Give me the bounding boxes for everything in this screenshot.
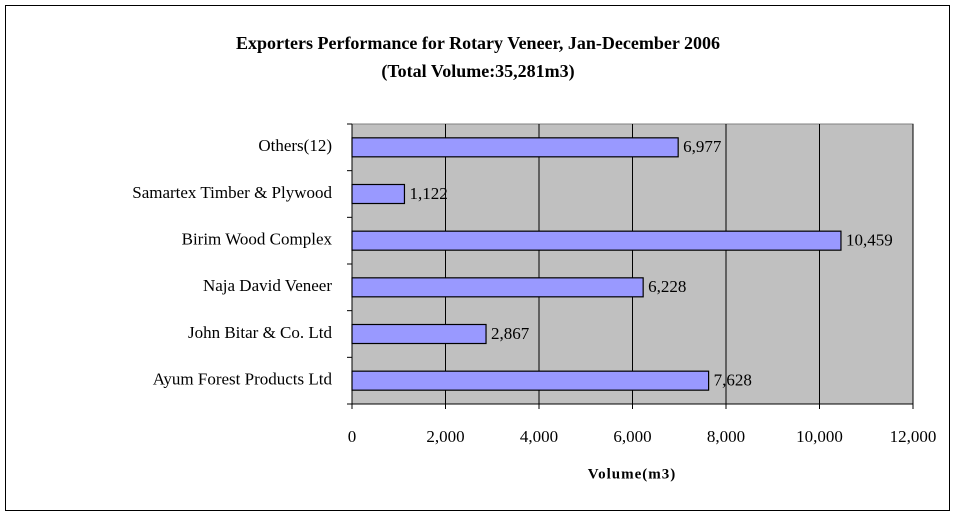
- x-tick-label: 2,000: [426, 427, 464, 446]
- data-label: 10,459: [846, 231, 893, 250]
- bar: [351, 230, 842, 251]
- data-label: 6,228: [648, 277, 686, 296]
- bar: [351, 323, 487, 345]
- x-tick-label: 12,000: [890, 427, 937, 446]
- x-axis-label: Volume(m3): [588, 466, 677, 482]
- x-tick-label: 4,000: [520, 427, 558, 446]
- data-label: 1,122: [409, 184, 447, 203]
- y-tick-label: Birim Wood Complex: [182, 230, 333, 249]
- data-label: 7,628: [714, 371, 752, 390]
- chart-subtitle: (Total Volume:35,281m3): [381, 61, 574, 82]
- bar: [351, 370, 710, 391]
- x-tick-label: 0: [348, 427, 357, 446]
- y-tick-label: Naja David Veneer: [203, 276, 332, 295]
- y-tick-label: Others(12): [258, 136, 332, 155]
- x-tick-label: 10,000: [796, 427, 843, 446]
- y-tick-label: Ayum Forest Products Ltd: [153, 370, 333, 389]
- bar: [351, 183, 406, 205]
- chart-title: Exporters Performance for Rotary Veneer,…: [236, 33, 720, 53]
- x-tick-label: 8,000: [707, 427, 745, 446]
- bar: [351, 137, 679, 158]
- x-tick-label: 6,000: [613, 427, 651, 446]
- bar: [351, 277, 644, 298]
- data-label: 2,867: [491, 324, 530, 343]
- data-label: 6,977: [683, 137, 722, 156]
- y-tick-label: John Bitar & Co. Ltd: [188, 323, 333, 342]
- y-tick-label: Samartex Timber & Plywood: [132, 183, 332, 202]
